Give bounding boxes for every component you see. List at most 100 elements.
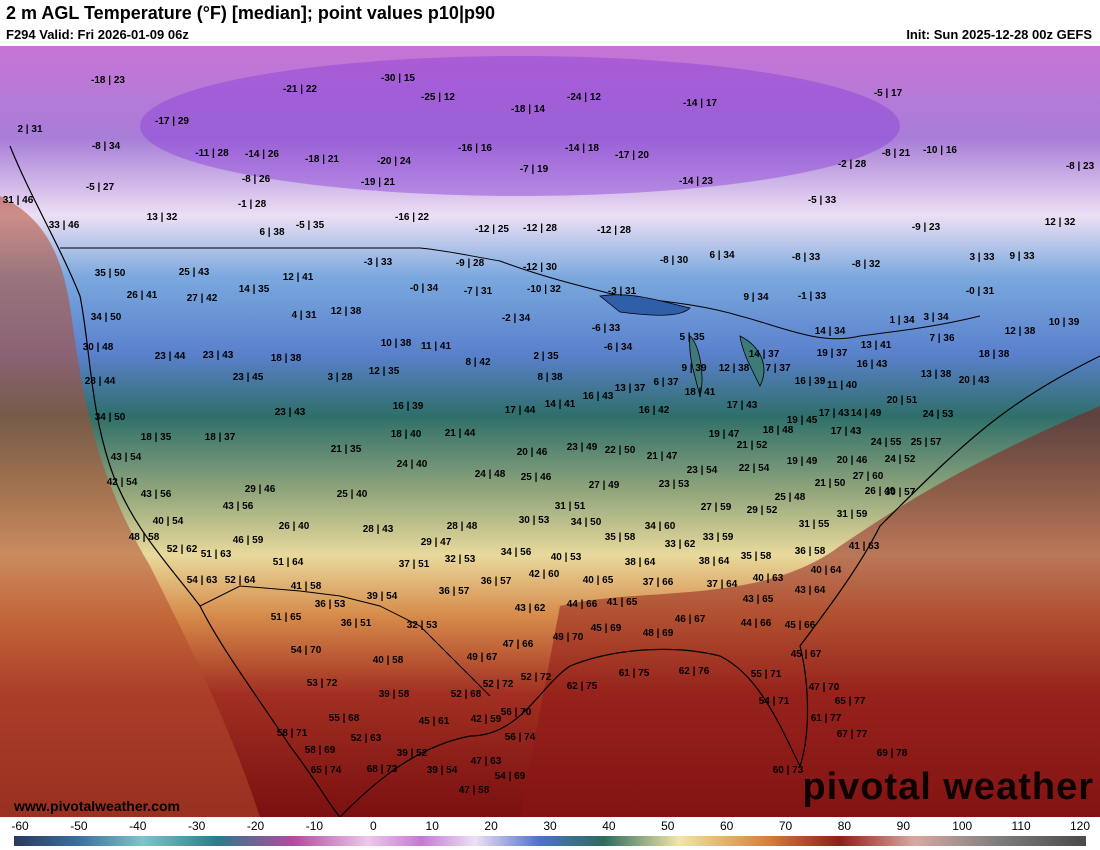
- mexico-border: [199, 585, 491, 697]
- brand-watermark: pivotal weather: [802, 766, 1094, 808]
- point-value: 30 | 48: [83, 342, 114, 353]
- point-value: 27 | 60: [853, 471, 884, 482]
- colorbar-tick-label: -10: [305, 819, 324, 833]
- point-value: 35 | 58: [741, 551, 772, 562]
- point-value: 3 | 34: [923, 312, 948, 323]
- point-value: 33 | 62: [665, 539, 696, 550]
- point-value: -12 | 28: [523, 223, 557, 234]
- point-value: 12 | 41: [283, 272, 314, 283]
- point-value: 23 | 43: [275, 407, 306, 418]
- colorbar-tick-label: 0: [369, 819, 377, 833]
- point-value: -7 | 31: [464, 286, 493, 297]
- colorbar-tick-label: 40: [602, 819, 616, 833]
- point-value: 24 | 48: [475, 469, 506, 480]
- point-value: 3 | 33: [969, 252, 994, 263]
- point-value: -12 | 30: [523, 262, 557, 273]
- point-value: 43 | 56: [223, 501, 254, 512]
- point-value: 2 | 31: [17, 124, 42, 135]
- colorbar-tick-label: 120: [1069, 819, 1091, 833]
- point-value: 54 | 69: [495, 771, 526, 782]
- point-value: -12 | 25: [475, 224, 509, 235]
- point-value: 49 | 70: [553, 632, 584, 643]
- point-value: 24 | 55: [871, 437, 902, 448]
- point-value: -14 | 18: [565, 143, 599, 154]
- point-value: -17 | 29: [155, 116, 189, 127]
- canada-border: [60, 247, 981, 340]
- point-value: 20 | 51: [887, 395, 918, 406]
- point-value: 31 | 59: [837, 509, 868, 520]
- point-value: 68 | 73: [367, 764, 398, 775]
- point-value: 37 | 66: [643, 577, 674, 588]
- point-value: 3 | 28: [327, 372, 352, 383]
- point-value: 18 | 37: [205, 432, 236, 443]
- point-value: 19 | 49: [787, 456, 818, 467]
- point-value: 41 | 65: [607, 597, 638, 608]
- point-value: 43 | 54: [111, 452, 142, 463]
- point-value: 34 | 50: [95, 412, 126, 423]
- point-value: 16 | 42: [639, 405, 670, 416]
- point-value: 10 | 38: [381, 338, 412, 349]
- point-value: 43 | 65: [743, 594, 774, 605]
- point-value: 65 | 77: [835, 696, 866, 707]
- point-values-layer: -18 | 23 -30 | 15 -21 | 22 -25 | 12 -24 | 12…: [3, 73, 1095, 796]
- point-value: 17 | 43: [727, 400, 758, 411]
- colorbar-tick-label: 20: [484, 819, 498, 833]
- point-value: 33 | 59: [703, 532, 734, 543]
- point-value: 44 | 66: [567, 599, 598, 610]
- colorbar-tick-label: -50: [70, 819, 88, 833]
- point-value: 58 | 71: [277, 728, 308, 739]
- point-value: -24 | 12: [567, 92, 601, 103]
- point-value: 58 | 69: [305, 745, 336, 756]
- point-value: 23 | 43: [203, 350, 234, 361]
- point-value: 30 | 53: [519, 515, 550, 526]
- point-value: 45 | 69: [591, 623, 622, 634]
- point-value: 13 | 38: [921, 369, 952, 380]
- point-value: 8 | 38: [537, 372, 562, 383]
- point-value: -25 | 12: [421, 92, 455, 103]
- point-value: 47 | 66: [503, 639, 534, 650]
- colorbar-tick-label: 110: [1011, 819, 1031, 833]
- point-value: 18 | 41: [685, 387, 716, 398]
- point-value: 28 | 48: [447, 521, 478, 532]
- pacific-ocean-shading: [0, 196, 260, 817]
- colorbar-tick-label: -40: [129, 819, 147, 833]
- point-value: -8 | 32: [852, 259, 881, 270]
- point-value: 1 | 34: [889, 315, 914, 326]
- point-value: 31 | 46: [3, 195, 34, 206]
- point-value: 7 | 36: [929, 333, 954, 344]
- point-value: 54 | 63: [187, 575, 218, 586]
- point-value: -18 | 14: [511, 104, 545, 115]
- temperature-map[interactable]: -18 | 23 -30 | 15 -21 | 22 -25 | 12 -24 | 12…: [0, 46, 1100, 817]
- colorbar-tick-label: 10: [425, 819, 439, 833]
- point-value: 35 | 50: [95, 268, 126, 279]
- footer-url[interactable]: www.pivotalweather.com: [14, 798, 180, 814]
- point-value: -21 | 22: [283, 84, 317, 95]
- point-value: 42 | 54: [107, 477, 138, 488]
- colorbar-tick-label: 50: [661, 819, 675, 833]
- point-value: 54 | 70: [291, 645, 322, 656]
- colorbar-tick-label: 100: [952, 819, 973, 833]
- point-value: -5 | 27: [86, 182, 115, 193]
- point-value: 14 | 49: [851, 408, 882, 419]
- point-value: 12 | 32: [1045, 217, 1076, 228]
- point-value: 34 | 60: [645, 521, 676, 532]
- point-value: 61 | 75: [619, 668, 650, 679]
- point-value: 47 | 63: [471, 756, 502, 767]
- point-value: 43 | 56: [141, 489, 172, 500]
- point-value: 18 | 38: [979, 349, 1010, 360]
- point-value: 39 | 52: [397, 748, 428, 759]
- point-value: 62 | 76: [679, 666, 710, 677]
- point-value: 27 | 49: [589, 480, 620, 491]
- point-value: 18 | 48: [763, 425, 794, 436]
- point-value: 56 | 74: [505, 732, 536, 743]
- point-value: 52 | 72: [483, 679, 514, 690]
- point-value: -7 | 19: [520, 164, 549, 175]
- point-value: 44 | 66: [741, 618, 772, 629]
- point-value: 16 | 39: [795, 376, 826, 387]
- point-value: 48 | 58: [129, 532, 160, 543]
- point-value: 45 | 61: [419, 716, 450, 727]
- point-value: 19 | 47: [709, 429, 740, 440]
- point-value: 17 | 43: [819, 408, 850, 419]
- point-value: 17 | 44: [505, 405, 536, 416]
- point-value: 35 | 58: [605, 532, 636, 543]
